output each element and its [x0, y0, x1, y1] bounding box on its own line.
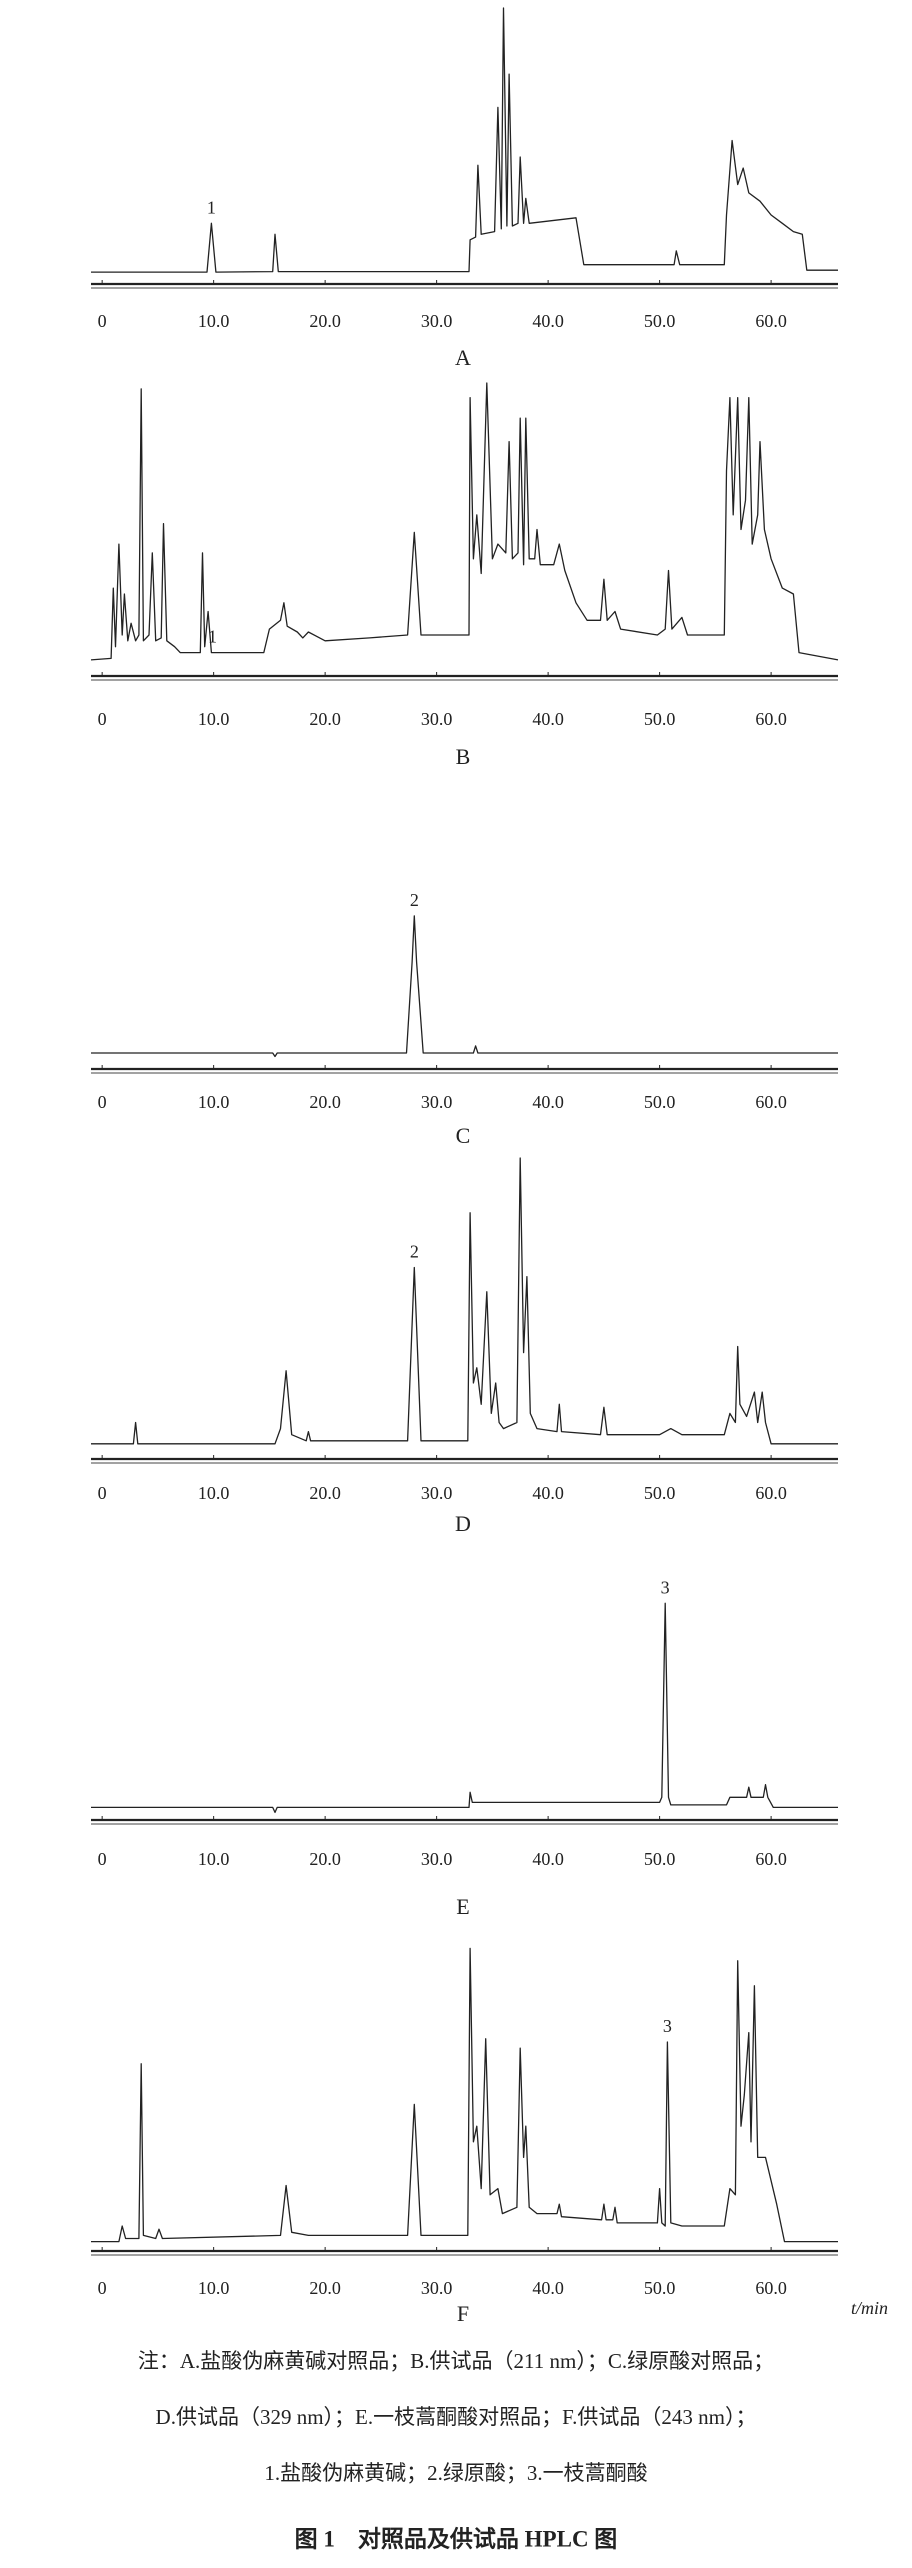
- peak-label: 1: [208, 627, 217, 647]
- x-tick-label: 60.0: [755, 709, 787, 729]
- x-tick-label: 40.0: [532, 2278, 564, 2298]
- x-tick-label: 40.0: [532, 311, 564, 331]
- x-tick-label: 10.0: [198, 709, 230, 729]
- x-tick-label: 50.0: [644, 311, 676, 331]
- x-tick-label: 60.0: [755, 2278, 787, 2298]
- x-tick-label: 30.0: [421, 1483, 453, 1503]
- x-tick-label: 20.0: [309, 2278, 341, 2298]
- x-tick-label: 20.0: [309, 311, 341, 331]
- note-line: 1.盐酸伪麻黄碱；2.绿原酸；3.一枝蒿酮酸: [264, 2461, 647, 2485]
- x-tick-label: 50.0: [644, 2278, 676, 2298]
- x-tick-label: 30.0: [421, 1849, 453, 1869]
- x-axis-title: t/min: [851, 2298, 888, 2318]
- panel-label: D: [455, 1511, 471, 1536]
- x-tick-label: 0: [98, 709, 107, 729]
- panel-label: C: [456, 1123, 471, 1148]
- x-tick-label: 40.0: [532, 709, 564, 729]
- x-tick-label: 10.0: [198, 2278, 230, 2298]
- peak-label: 2: [410, 1242, 419, 1262]
- x-tick-label: 30.0: [421, 709, 453, 729]
- panel-label: B: [456, 744, 471, 769]
- x-tick-label: 50.0: [644, 1092, 676, 1112]
- chromatogram-trace: [91, 915, 838, 1058]
- peak-label: 2: [410, 890, 419, 910]
- x-tick-label: 10.0: [198, 311, 230, 331]
- x-tick-label: 60.0: [755, 1483, 787, 1503]
- x-tick-label: 0: [98, 2278, 107, 2298]
- x-tick-label: 20.0: [309, 1849, 341, 1869]
- panel-label: F: [457, 2301, 469, 2326]
- x-tick-label: 50.0: [644, 709, 676, 729]
- x-tick-label: 30.0: [421, 1092, 453, 1112]
- x-tick-label: 40.0: [532, 1483, 564, 1503]
- x-tick-label: 10.0: [198, 1092, 230, 1112]
- x-tick-label: 0: [98, 1849, 107, 1869]
- chromatogram-trace: [91, 7, 838, 273]
- x-tick-label: 20.0: [309, 709, 341, 729]
- x-tick-label: 20.0: [309, 1483, 341, 1503]
- x-tick-label: 50.0: [644, 1483, 676, 1503]
- x-tick-label: 50.0: [644, 1849, 676, 1869]
- x-tick-label: 0: [98, 1092, 107, 1112]
- peak-label: 1: [207, 197, 216, 217]
- chromatogram-trace: [91, 1157, 838, 1445]
- note-line: 注：A.盐酸伪麻黄碱对照品；B.供试品（211 nm）；C.绿原酸对照品；: [138, 2349, 774, 2373]
- panel-label: E: [456, 1894, 469, 1919]
- figure-caption: 图 1 对照品及供试品 HPLC 图: [295, 2525, 618, 2551]
- x-tick-label: 30.0: [421, 311, 453, 331]
- x-tick-label: 10.0: [198, 1849, 230, 1869]
- x-tick-label: 60.0: [755, 1092, 787, 1112]
- x-tick-label: 30.0: [421, 2278, 453, 2298]
- chromatogram-trace: [91, 1602, 838, 1814]
- x-tick-label: 40.0: [532, 1849, 564, 1869]
- peak-label: 3: [663, 2016, 672, 2036]
- x-tick-label: 60.0: [755, 311, 787, 331]
- chromatogram-trace: [91, 1947, 838, 2243]
- x-tick-label: 20.0: [309, 1092, 341, 1112]
- peak-label: 3: [661, 1577, 670, 1597]
- note-line: D.供试品（329 nm）；E.一枝蒿酮酸对照品；F.供试品（243 nm）；: [156, 2405, 757, 2429]
- x-tick-label: 60.0: [755, 1849, 787, 1869]
- x-tick-label: 0: [98, 311, 107, 331]
- x-tick-label: 10.0: [198, 1483, 230, 1503]
- panel-label: A: [455, 345, 471, 370]
- chromatogram-trace: [90, 382, 839, 661]
- x-tick-label: 0: [98, 1483, 107, 1503]
- x-tick-label: 40.0: [532, 1092, 564, 1112]
